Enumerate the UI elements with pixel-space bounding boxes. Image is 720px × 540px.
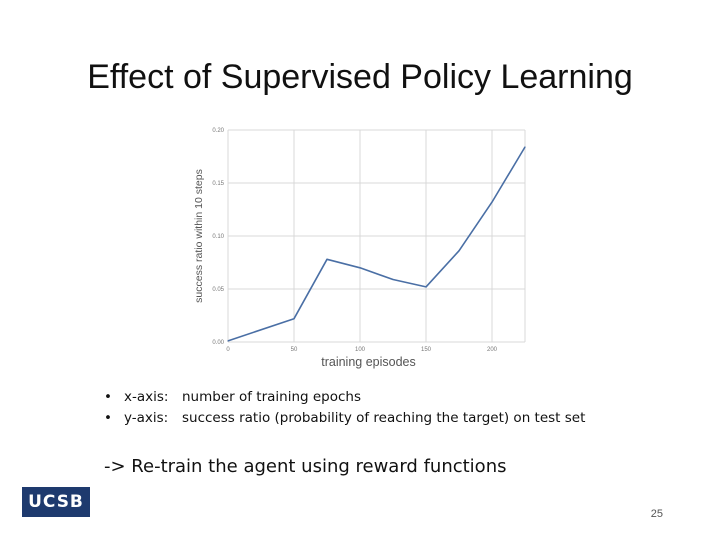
- chart-grid: [227, 129, 526, 343]
- data-point: [392, 278, 394, 281]
- bullet-dot: •: [104, 410, 112, 426]
- ucsb-logo: UCSB: [22, 487, 90, 517]
- x-tick-label: 100: [355, 347, 366, 353]
- y-tick-label: 0.15: [212, 181, 224, 187]
- bullet-key: x-axis:: [124, 389, 169, 405]
- chart-ticks: 0.00 0.05 0.10 0.15 0.20 0 50 100 150 200: [212, 128, 497, 353]
- y-tick-label: 0.00: [212, 340, 224, 346]
- data-point: [326, 258, 328, 260]
- bullet-item-x-axis: • x-axis: number of training epochs: [104, 389, 585, 405]
- data-point: [227, 340, 229, 342]
- data-point: [359, 267, 361, 269]
- bullet-item-y-axis: • y-axis: success ratio (probability of re…: [104, 410, 585, 426]
- x-tick-label: 150: [421, 347, 432, 353]
- y-tick-label: 0.20: [212, 128, 224, 134]
- data-point: [524, 146, 526, 148]
- bullet-dot: •: [104, 389, 112, 405]
- y-tick-label: 0.10: [212, 234, 224, 240]
- data-point: [458, 250, 460, 252]
- conclusion-text: -> Re-train the agent using reward funct…: [104, 456, 507, 477]
- slide-title: Effect of Supervised Policy Learning: [87, 58, 633, 96]
- x-axis-label: training episodes: [321, 355, 416, 369]
- bullet-list: • x-axis: number of training epochs • y-axi…: [104, 389, 585, 431]
- x-tick-label: 0: [226, 347, 230, 353]
- chart-svg: 0.00 0.05 0.10 0.15 0.20 0 50 100 150 200 trainin…: [193, 128, 526, 369]
- x-tick-label: 200: [487, 347, 498, 353]
- x-tick-label: 50: [291, 347, 298, 353]
- y-tick-label: 0.05: [212, 287, 224, 293]
- bullet-key: y-axis:: [124, 410, 169, 426]
- page-number: 25: [650, 508, 663, 520]
- bullet-text: success ratio (probability of reaching t…: [182, 410, 586, 426]
- bullet-text: number of training epochs: [182, 389, 362, 405]
- data-point: [425, 286, 427, 288]
- series-line-0: [227, 146, 526, 342]
- data-point: [293, 318, 295, 320]
- line-chart: 0.00 0.05 0.10 0.15 0.20 0 50 100 150 200 trainin…: [188, 118, 538, 373]
- chart-series: [227, 146, 526, 342]
- data-point: [491, 201, 493, 203]
- y-axis-label: success ratio within 10 steps: [193, 169, 205, 303]
